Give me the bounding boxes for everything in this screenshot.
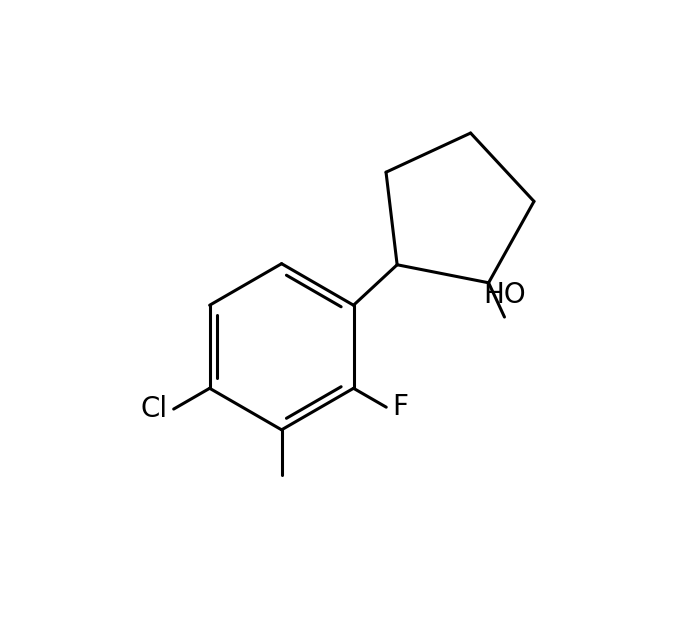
Text: HO: HO (483, 281, 526, 310)
Text: F: F (392, 393, 408, 421)
Text: Cl: Cl (140, 395, 168, 423)
